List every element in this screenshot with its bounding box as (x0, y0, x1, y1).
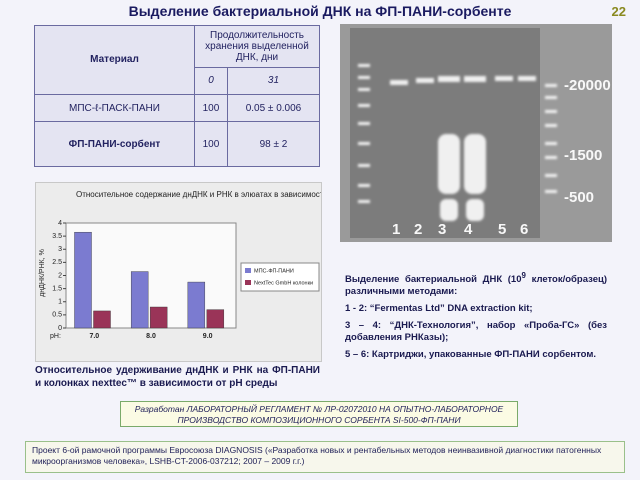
legend-swatch (245, 268, 251, 273)
chart-caption: Относительное удерживание днДНК и РНК на… (35, 365, 320, 389)
table-header: Материал (34, 25, 195, 95)
y-tick-label: 3.5 (52, 233, 62, 240)
x-axis-label: pH: (50, 333, 61, 340)
regulation-note: Разработан ЛАБОРАТОРНЫЙ РЕГЛАМЕНТ № ЛР-0… (120, 401, 518, 427)
x-tick-label: 9.0 (203, 333, 213, 340)
ladder (358, 64, 557, 203)
table-cell: МПС-ℓ-ПАСК-ПАНИ (34, 93, 195, 123)
gel-image: -20000 -1500 -500 1 2 3 4 5 6 (340, 24, 612, 242)
bar (130, 271, 149, 329)
table-cell: 0.05 ± 0.006 (226, 93, 321, 123)
footer: Проект 6-ой рамочной программы Евросоюза… (25, 441, 625, 473)
y-tick-label: 2.5 (52, 259, 62, 266)
text: 9 (521, 271, 526, 280)
lane-label: 3 (438, 221, 446, 238)
legend-label: NextTec GmbH колонки (254, 280, 313, 286)
y-tick-label: 2 (58, 272, 62, 279)
page-number: 22 (611, 4, 626, 19)
text: клеток/образец) различными методами: (345, 274, 608, 298)
table-cell: 100 (194, 121, 228, 167)
legend-label: МПС-ФП-ПАНИ (254, 268, 294, 274)
table-header: Продолжительность хранения выделенной ДН… (194, 25, 320, 68)
bar (93, 310, 111, 329)
marker-label: -500 (564, 189, 594, 206)
bar (206, 309, 225, 329)
table-cell: ФП-ПАНИ-сорбент (34, 121, 195, 167)
paragraph: 1 - 2: “Fermentas Ltd” DNA extraction ki… (345, 303, 533, 315)
paragraph: 5 – 6: Картриджи, упакованные ФП-ПАНИ со… (345, 349, 597, 361)
legend-swatch (245, 280, 251, 285)
y-tick-label: 3 (58, 246, 62, 253)
marker-label: -1500 (564, 147, 602, 164)
chart-title: Относительное содержание днДНК и РНК в э… (76, 190, 322, 199)
x-tick-label: 8.0 (146, 333, 156, 340)
lane-label: 6 (520, 221, 528, 238)
table-cell: 98 ± 2 (226, 121, 321, 167)
paragraph: 3 – 4: “ДНК-Технология”, набор «Проба-ГС… (345, 320, 607, 344)
y-tick-label: 0.5 (52, 312, 62, 319)
lane-label: 1 (392, 221, 400, 238)
bar (74, 231, 92, 329)
y-tick-label: 1.5 (52, 285, 62, 292)
paragraph: Выделение бактериальной ДНК (109 клеток/… (345, 270, 607, 298)
x-tick-label: 7.0 (89, 333, 99, 340)
slide-title: Выделение бактериальной ДНК на ФП-ПАНИ-с… (128, 3, 512, 19)
gel-description: Выделение бактериальной ДНК (109 клеток/… (345, 270, 607, 366)
text: Выделение бактериальной ДНК (10 (345, 274, 522, 286)
bar (149, 306, 168, 329)
table-subheader: 0 (194, 66, 228, 95)
y-tick-label: 1 (58, 299, 62, 306)
bar (187, 281, 206, 329)
y-tick-label: 0 (58, 325, 62, 332)
marker-label: -20000 (564, 77, 611, 94)
y-tick-label: 4 (58, 220, 62, 227)
y-axis-label: днДНК/РНК, % (39, 249, 46, 297)
lane-label: 5 (498, 221, 506, 238)
table-subheader: 31 (226, 66, 321, 95)
storage-table: Материал Продолжительность хранения выде… (34, 25, 321, 167)
legend-box (240, 262, 320, 292)
bands (390, 76, 536, 221)
lane-label: 4 (464, 221, 473, 238)
table-cell: 100 (194, 93, 228, 123)
bar-chart: Относительное содержание днДНК и РНК в э… (35, 182, 322, 362)
lane-label: 2 (414, 221, 422, 238)
